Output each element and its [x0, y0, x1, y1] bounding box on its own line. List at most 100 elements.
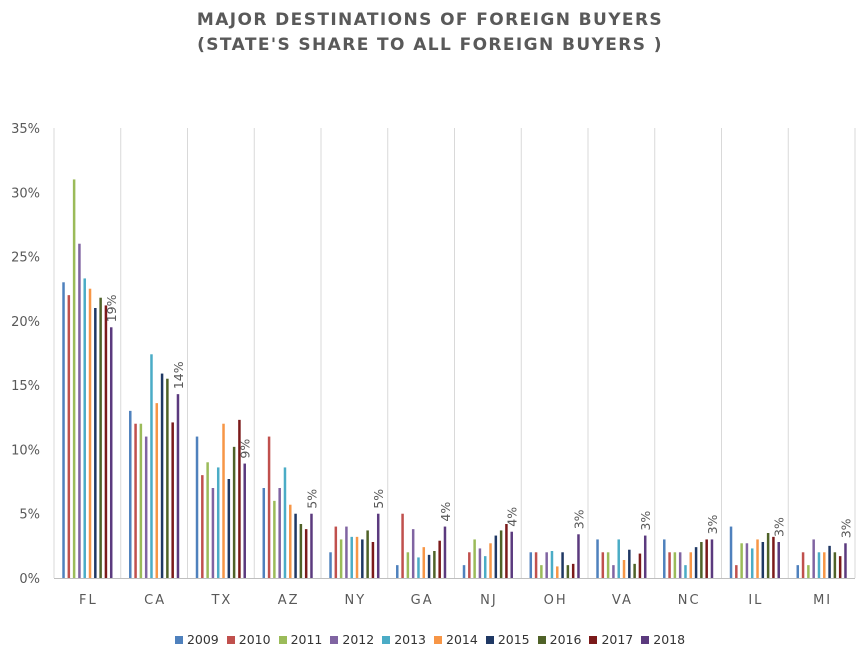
- legend-swatch: [278, 635, 287, 644]
- bar-oh-2011: [540, 565, 543, 578]
- bar-il-2011: [740, 543, 743, 578]
- x-tick-label: NY: [345, 593, 367, 608]
- x-tick-label: NC: [678, 593, 701, 608]
- bar-nj-2009: [462, 565, 466, 578]
- legend-label: 2011: [290, 632, 323, 647]
- data-label: 5%: [304, 489, 319, 509]
- bar-tx-2015: [227, 479, 231, 578]
- data-label: 3%: [571, 509, 586, 529]
- bar-va-2016: [633, 563, 636, 578]
- bar-il-2012: [745, 543, 749, 578]
- bar-ny-2018: [376, 513, 380, 578]
- bar-tx-2009: [195, 436, 199, 578]
- bar-va-2010: [601, 552, 605, 578]
- bar-az-2017: [304, 529, 308, 578]
- bar-il-2016: [766, 533, 770, 578]
- data-label: 4%: [438, 502, 453, 522]
- bar-va-2012: [612, 565, 615, 578]
- legend-item: 2014: [434, 632, 478, 647]
- bar-az-2012: [278, 488, 281, 578]
- legend-label: 2017: [601, 632, 634, 647]
- chart-subtitle: (STATE'S SHARE TO ALL FOREIGN BUYERS ): [197, 35, 663, 55]
- bar-mi-2010: [801, 552, 805, 578]
- bar-mi-2011: [807, 565, 810, 578]
- bar-ga-2017: [438, 540, 441, 578]
- data-label: 5%: [371, 489, 386, 509]
- bar-fl-2011: [72, 179, 76, 578]
- x-tick-label: IL: [748, 593, 763, 608]
- legend-swatch: [589, 635, 598, 644]
- bar-ga-2011: [406, 552, 410, 578]
- bar-va-2009: [596, 539, 599, 578]
- bar-mi-2018: [844, 543, 847, 578]
- legend-label: 2018: [653, 632, 686, 647]
- bar-oh-2010: [534, 552, 538, 578]
- legend-item: 2018: [641, 632, 685, 647]
- legend-label: 2014: [446, 632, 478, 647]
- bar-fl-2015: [94, 308, 97, 578]
- legend-swatch: [434, 635, 442, 644]
- bar-il-2017: [772, 536, 775, 578]
- bar-nj-2010: [468, 552, 471, 578]
- bar-fl-2010: [67, 295, 71, 578]
- legend-item: 2013: [382, 632, 426, 647]
- bar-ca-2017: [171, 422, 174, 578]
- legend-item: 2010: [226, 632, 271, 647]
- bar-mi-2013: [817, 552, 821, 578]
- bar-il-2010: [735, 565, 738, 578]
- bar-nj-2018: [510, 531, 513, 578]
- bar-ga-2013: [417, 557, 420, 578]
- data-label: 14%: [171, 361, 186, 389]
- bar-ca-2013: [150, 354, 153, 578]
- x-tick-label: FL: [79, 593, 98, 608]
- legend-label: 2012: [342, 632, 375, 647]
- bar-az-2014: [289, 504, 292, 578]
- bar-nc-2014: [689, 552, 693, 578]
- bar-va-2011: [606, 552, 610, 578]
- bar-ca-2016: [166, 378, 169, 578]
- x-tick-label: AZ: [278, 593, 300, 608]
- legend-item: 2016: [537, 632, 581, 647]
- bar-tx-2012: [211, 488, 215, 578]
- chart-title: MAJOR DESTINATIONS OF FOREIGN BUYERS: [196, 10, 664, 30]
- bar-fl-2018: [109, 327, 113, 578]
- data-label: 3%: [638, 511, 653, 531]
- bar-nj-2015: [494, 535, 498, 578]
- bar-ca-2012: [144, 436, 148, 578]
- bar-oh-2015: [561, 552, 564, 578]
- bar-tx-2011: [206, 462, 209, 578]
- x-tick-label: GA: [411, 593, 434, 608]
- bar-ny-2016: [366, 530, 369, 578]
- legend-swatch: [174, 635, 183, 644]
- bar-nc-2017: [705, 539, 708, 578]
- bar-nc-2009: [663, 539, 666, 578]
- bar-va-2013: [617, 539, 620, 578]
- bar-ga-2010: [401, 513, 404, 578]
- legend-item: 2017: [589, 632, 633, 647]
- bar-ny-2012: [345, 526, 348, 578]
- x-tick-label: VA: [612, 593, 633, 608]
- legend-label: 2013: [394, 632, 426, 647]
- bar-ca-2011: [139, 423, 143, 578]
- bar-oh-2012: [545, 552, 548, 578]
- bar-mi-2012: [812, 539, 815, 578]
- bar-ny-2017: [371, 542, 375, 578]
- legend-swatch: [485, 635, 494, 644]
- bar-ny-2014: [355, 536, 359, 578]
- data-label: 9%: [238, 439, 253, 459]
- bar-fl-2014: [88, 288, 92, 578]
- bar-ny-2010: [334, 526, 338, 578]
- bar-ny-2015: [361, 539, 364, 578]
- legend-item: 2009: [174, 632, 219, 647]
- legend-swatch: [382, 635, 391, 644]
- bar-ga-2016: [433, 551, 436, 578]
- bar-nc-2015: [694, 547, 698, 578]
- bar-nj-2017: [505, 524, 508, 578]
- bar-mi-2017: [838, 556, 842, 578]
- chart-legend: 2009 2010 2011 2012 2013 2014 2015 2016 2017 2018: [0, 632, 860, 647]
- legend-item: 2012: [330, 632, 374, 647]
- bar-fl-2012: [78, 243, 81, 578]
- data-label: 3%: [772, 517, 787, 537]
- x-tick-label: CA: [144, 593, 166, 608]
